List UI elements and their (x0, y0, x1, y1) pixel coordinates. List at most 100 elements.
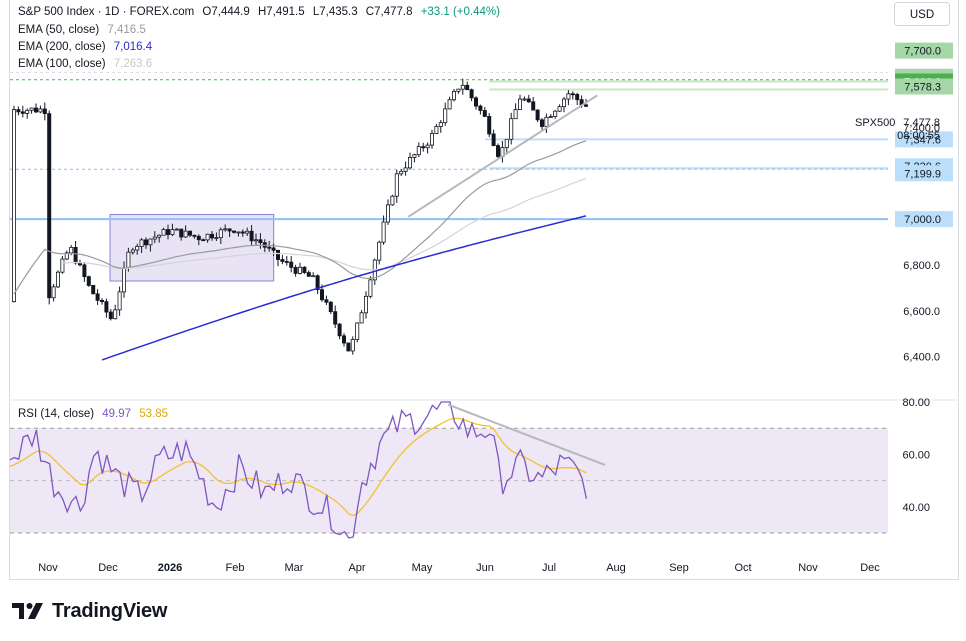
candle-body (434, 126, 439, 134)
candle-body (469, 89, 474, 99)
high-value: H7,491.5 (257, 6, 305, 18)
trend-line-support (407, 94, 598, 218)
candle-body (540, 119, 545, 127)
candle-body (29, 107, 34, 111)
symbol-line: S&P 500 Index · 1D · FOREX.com (18, 6, 195, 18)
rsi-ma-line (9, 417, 587, 517)
y-tick-label: 6,600.0 (903, 306, 940, 318)
ema100-legend[interactable]: EMA (100, close) 7,263.6 (18, 56, 157, 73)
candle-body (315, 275, 320, 291)
consolidation-box (109, 214, 275, 282)
ema50-legend[interactable]: EMA (50, close) 7,416.5 (18, 22, 151, 39)
ema50-value: 7,416.5 (107, 24, 146, 36)
rsi-legend[interactable]: RSI (14, close) 49.97 53.85 (18, 406, 173, 423)
candle-body (104, 301, 109, 313)
candle-body (346, 342, 351, 352)
candle-body (135, 246, 140, 251)
candle-body (328, 301, 333, 313)
rsi-tick-label: 40.00 (902, 502, 930, 514)
candle-body (165, 229, 170, 235)
ema200-value: 7,016.4 (113, 41, 153, 53)
price-level-tag (895, 78, 953, 95)
rsi-line (9, 401, 588, 539)
x-tick-label: Sep (669, 562, 689, 574)
candle-body (381, 221, 386, 243)
rsi-axis: 40.00 60.00 80.00 (902, 397, 930, 514)
candle-body (130, 249, 135, 253)
y-tick-label: 6,800.0 (903, 260, 940, 272)
price-level-label: 7,700.0 (904, 46, 941, 58)
ema200-line (101, 215, 587, 361)
rsi-tick-label: 80.00 (902, 397, 930, 409)
price-level-label: 7,199.9 (904, 168, 941, 180)
candle-body (157, 234, 162, 238)
candle-body (271, 247, 276, 251)
candle-body (359, 312, 364, 324)
change-value: +33.1 (+0.44%) (420, 6, 500, 18)
candle-body (456, 88, 461, 92)
candle-body (289, 261, 294, 268)
candle-body (324, 299, 329, 303)
candle-body (487, 116, 492, 135)
candle-body (126, 251, 131, 269)
ema200-legend[interactable]: EMA (200, close) 7,016.4 (18, 39, 157, 56)
rsi-ma-value: 53.85 (139, 408, 169, 420)
candle-body (562, 98, 567, 108)
candle-body (535, 109, 540, 121)
candle-body (513, 109, 518, 120)
x-tick-label: Nov (798, 562, 818, 574)
candle-body (267, 246, 272, 249)
candle-body (245, 230, 250, 234)
candle-body (205, 233, 210, 241)
x-tick-label: Nov (38, 562, 58, 574)
rsi-label: RSI (14, close) (18, 408, 95, 420)
candle-body (187, 230, 192, 236)
x-tick-label: Mar (285, 562, 304, 574)
rsi-value: 49.97 (102, 408, 132, 420)
candle-body (429, 133, 434, 146)
ema50-line (13, 140, 587, 295)
candle-body (447, 99, 452, 110)
candle-body (95, 293, 100, 301)
price-level-tag (895, 131, 953, 148)
candles (11, 78, 589, 355)
candle-body (531, 101, 536, 111)
candle-body (64, 252, 69, 260)
tradingview-logo[interactable]: TradingView (12, 598, 167, 624)
y-tick-label: 7,400.0 (903, 122, 940, 134)
candle-body (174, 228, 179, 231)
last-price-value: 7,477.8 (903, 117, 940, 129)
candle-body (522, 98, 527, 101)
price-level-label: 7,000.0 (904, 214, 941, 226)
chart-frame (9, 0, 959, 580)
price-level-tag (895, 42, 953, 59)
candle-body (47, 113, 52, 299)
candle-body (390, 195, 395, 206)
candle-body (302, 266, 307, 273)
candle-body (86, 276, 91, 286)
x-tick-label: Feb (226, 562, 245, 574)
candle-body (421, 146, 426, 149)
candle-body (575, 94, 580, 101)
price-axis: 6,400.06,600.06,800.07,200.07,400.07,700… (855, 42, 953, 364)
candle-body (355, 322, 360, 340)
candle-body (218, 229, 223, 239)
candle-body (403, 167, 408, 172)
x-tick-label: May (412, 562, 433, 574)
candle-body (337, 323, 342, 337)
y-tick-label: 6,400.0 (903, 352, 940, 364)
ema50-label: EMA (50, close) (18, 24, 100, 36)
x-tick-label: Jul (542, 562, 556, 574)
candle-body (385, 204, 390, 223)
candle-body (460, 84, 465, 90)
candle-body (91, 285, 96, 295)
candle-body (465, 84, 470, 91)
x-tick-label: Dec (860, 562, 880, 574)
candle-body (161, 229, 166, 236)
symbol-legend: S&P 500 Index · 1D · FOREX.com O7,444.9 … (18, 4, 505, 21)
candle-body (249, 230, 254, 242)
currency-button[interactable]: USD (894, 2, 950, 26)
candle-body (473, 97, 478, 107)
price-level-label: 7,347.6 (904, 134, 941, 146)
